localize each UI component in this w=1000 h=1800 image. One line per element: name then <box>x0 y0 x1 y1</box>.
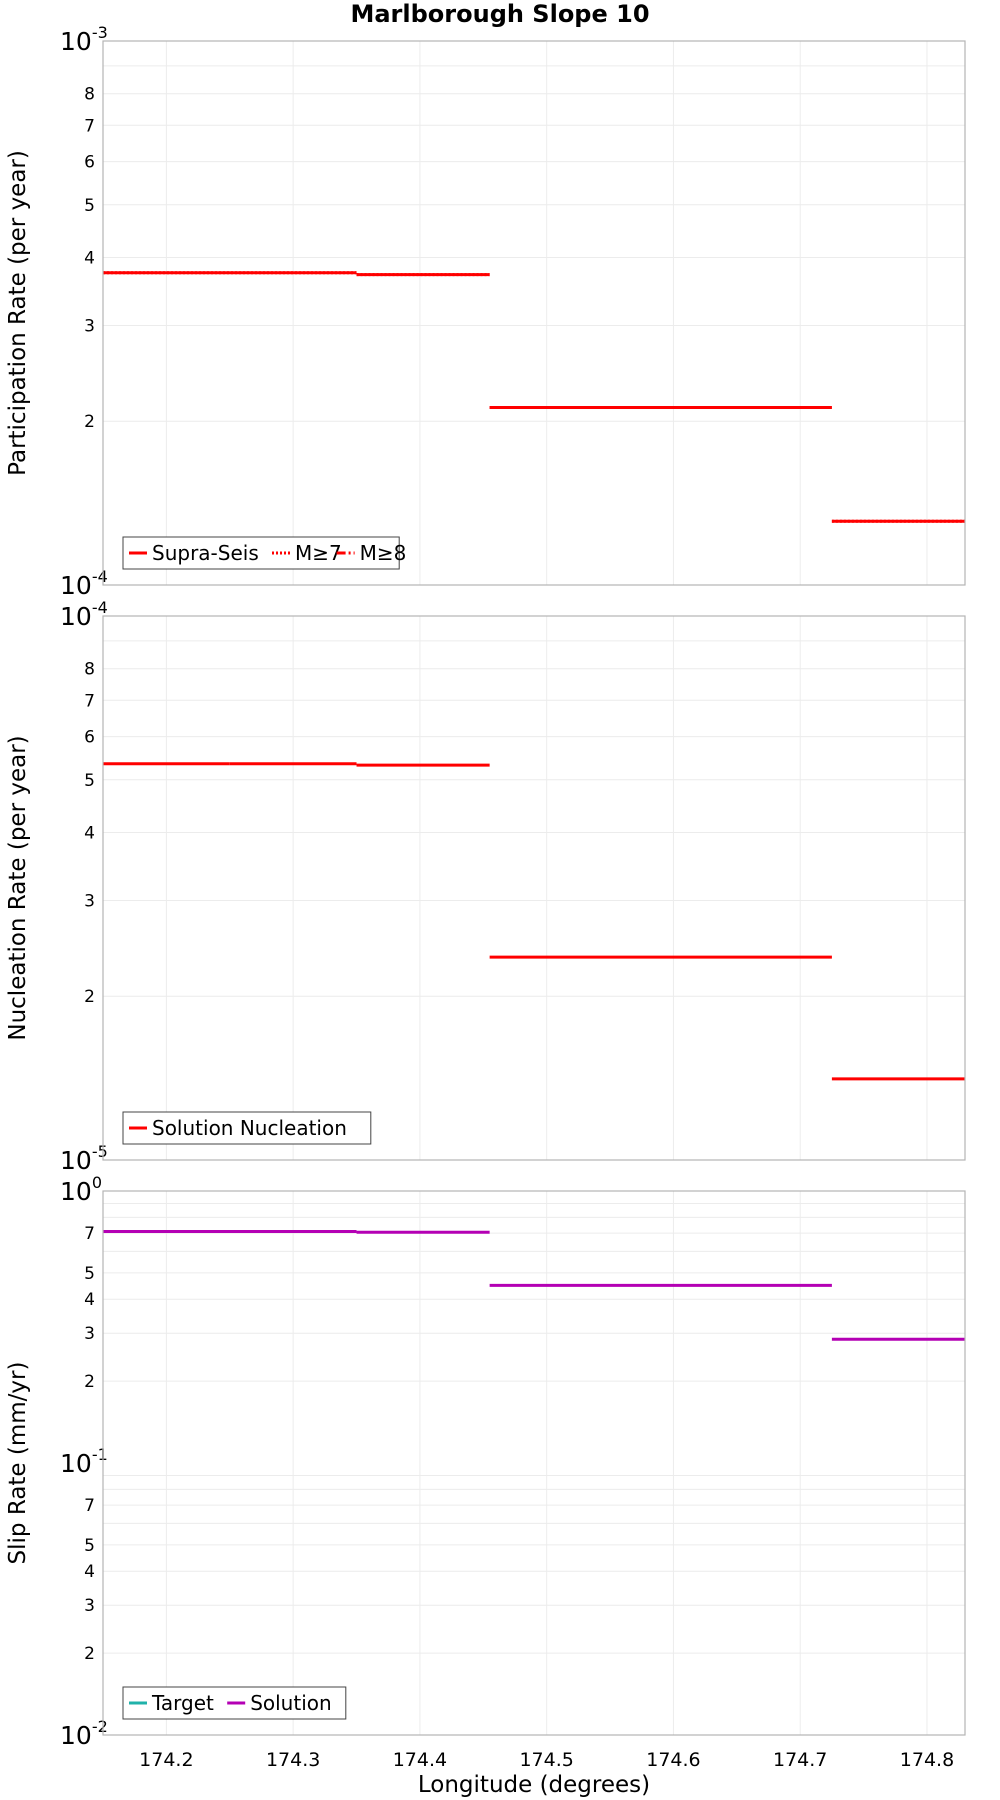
chart-panel-1: 8 7 6 5 4 3 2 10-3 10-4 Participation Rate (per y… <box>5 23 966 600</box>
y-tick-label: 8 <box>84 660 95 680</box>
y-tick-label: 7 <box>84 1496 95 1516</box>
legend-entry: Solution Nucleation <box>152 1116 347 1140</box>
y-tick-label: 3 <box>84 1596 95 1616</box>
y-tick-label: 4 <box>84 1290 95 1310</box>
legend-entry: M≥7 <box>295 541 342 565</box>
legend-entry: M≥8 <box>360 541 407 565</box>
y-tick-label: 4 <box>84 248 95 268</box>
y-tick-label: 2 <box>84 412 95 432</box>
y-tick-label: 2 <box>84 987 95 1007</box>
chart-title: Marlborough Slope 10 <box>350 0 649 28</box>
plot-frame <box>102 40 966 586</box>
y-decade-label: 10-5 <box>60 1142 108 1175</box>
y-decade-label: 10-2 <box>60 1717 108 1750</box>
legend-box <box>122 536 400 570</box>
y-tick-label: 4 <box>84 823 95 843</box>
y-tick-label: 5 <box>84 196 95 216</box>
y-tick-label: 5 <box>84 1536 95 1556</box>
x-tick-label: 174.4 <box>393 1749 447 1771</box>
y-axis-label: Nucleation Rate (per year) <box>5 735 31 1040</box>
x-axis-label: Longitude (degrees) <box>418 1772 650 1798</box>
y-axis-label: Slip Rate (mm/yr) <box>5 1362 31 1565</box>
x-tick-label: 174.7 <box>773 1749 827 1771</box>
x-tick-label: 174.6 <box>646 1749 700 1771</box>
y-tick-label: 8 <box>84 85 95 105</box>
chart-panel-2: 8 7 6 5 4 3 2 10-4 10-5 Nucleation Rate (per year… <box>5 598 966 1175</box>
y-tick-label: 2 <box>84 1372 95 1392</box>
x-tick-label: 174.2 <box>139 1749 193 1771</box>
y-tick-label: 3 <box>84 891 95 911</box>
y-decade-label: 10-3 <box>60 23 108 56</box>
y-axis-label: Participation Rate (per year) <box>5 150 31 476</box>
y-decade-label: 100 <box>60 1173 102 1206</box>
y-tick-label: 4 <box>84 1562 95 1582</box>
plot-frame <box>102 1190 966 1736</box>
y-tick-label: 5 <box>84 1264 95 1284</box>
x-tick-label: 174.8 <box>900 1749 954 1771</box>
y-tick-label: 7 <box>84 691 95 711</box>
y-tick-label: 3 <box>84 316 95 336</box>
y-tick-label: 6 <box>84 153 95 173</box>
legend: Solution Nucleation <box>122 1111 372 1145</box>
legend-entry: Target <box>151 1691 214 1715</box>
y-tick-label: 3 <box>84 1324 95 1344</box>
legend-box <box>122 1111 372 1145</box>
y-tick-label: 7 <box>84 1224 95 1244</box>
plot-frame <box>102 615 966 1161</box>
y-tick-label: 2 <box>84 1644 95 1664</box>
panels: 8 7 6 5 4 3 2 10-3 10-4 Participation Rate (per y… <box>5 23 966 1771</box>
y-decade-label: 10-4 <box>60 598 108 631</box>
x-tick-label: 174.5 <box>519 1749 573 1771</box>
legend-entry: Solution <box>250 1691 331 1715</box>
y-decade-label: 10-4 <box>60 567 108 600</box>
legend: Supra-Seis M≥7 M≥8 <box>122 536 407 570</box>
chart-panel-3: 7 5 4 3 2 7 5 4 3 2 100 10-1 10-2 Slip Rate (mm/yr) Ta… <box>5 1173 966 1771</box>
legend-entry: Supra-Seis <box>152 541 259 565</box>
y-tick-label: 7 <box>84 116 95 136</box>
y-tick-label: 5 <box>84 771 95 791</box>
legend: Target Solution <box>122 1686 347 1720</box>
y-tick-label: 6 <box>84 728 95 748</box>
y-decade-label: 10-1 <box>60 1445 108 1478</box>
x-tick-label: 174.3 <box>266 1749 320 1771</box>
